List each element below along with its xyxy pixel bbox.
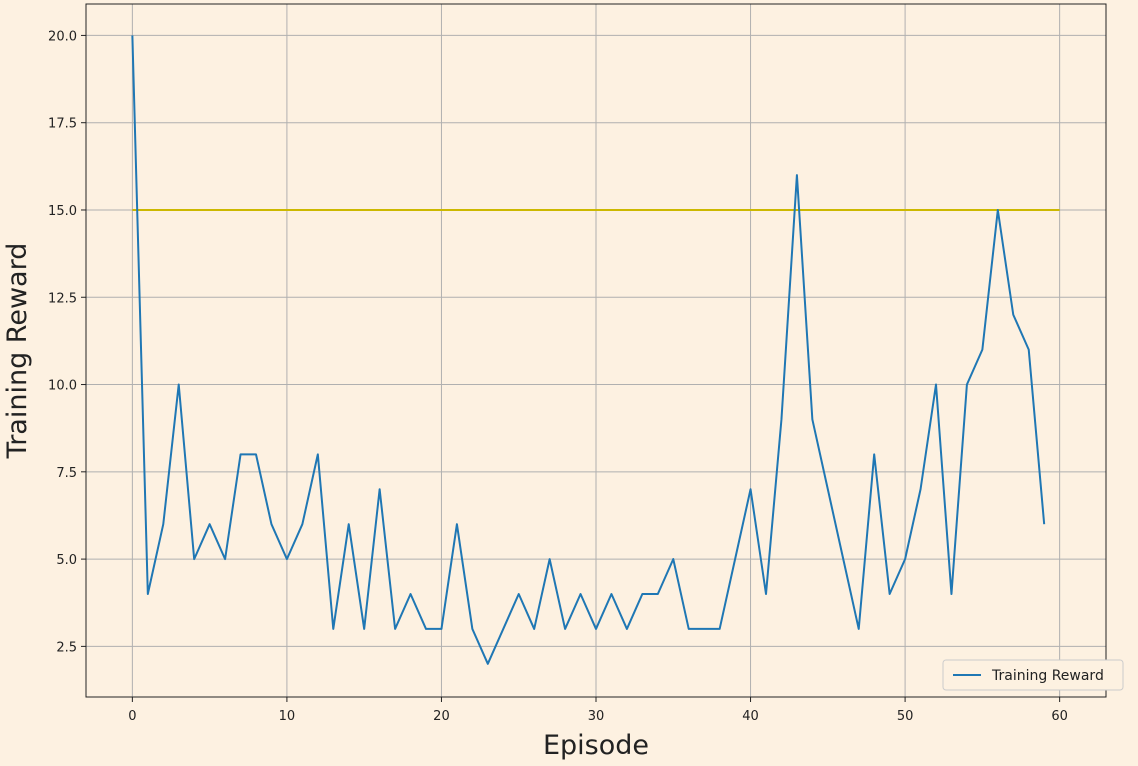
series-line (132, 35, 1044, 663)
grid-layer (86, 4, 1106, 697)
x-tick-label: 60 (1051, 709, 1068, 724)
y-ticks: 2.5 5.0 7.5 10.0 12.5 15.0 17.5 20.0 (48, 29, 86, 655)
y-tick-label: 12.5 (48, 291, 77, 306)
y-tick-label: 5.0 (56, 553, 77, 568)
x-ticks: 0 10 20 30 40 50 60 (128, 697, 1068, 724)
y-tick-label: 15.0 (48, 204, 77, 219)
x-axis-title: Episode (543, 730, 649, 761)
x-tick-label: 50 (897, 709, 914, 724)
y-tick-label: 2.5 (56, 640, 77, 655)
x-tick-label: 40 (742, 709, 759, 724)
x-tick-label: 30 (588, 709, 605, 724)
series-layer (132, 35, 1044, 664)
y-tick-label: 10.0 (48, 379, 77, 394)
y-tick-label: 17.5 (48, 117, 77, 132)
y-tick-label: 20.0 (48, 29, 77, 44)
legend-label: Training Reward (991, 668, 1104, 684)
x-tick-label: 0 (128, 709, 136, 724)
x-tick-label: 20 (433, 709, 450, 724)
x-tick-label: 10 (279, 709, 296, 724)
y-tick-label: 7.5 (56, 466, 77, 481)
legend: Training Reward (943, 660, 1123, 690)
y-axis-title: Training Reward (2, 243, 33, 460)
